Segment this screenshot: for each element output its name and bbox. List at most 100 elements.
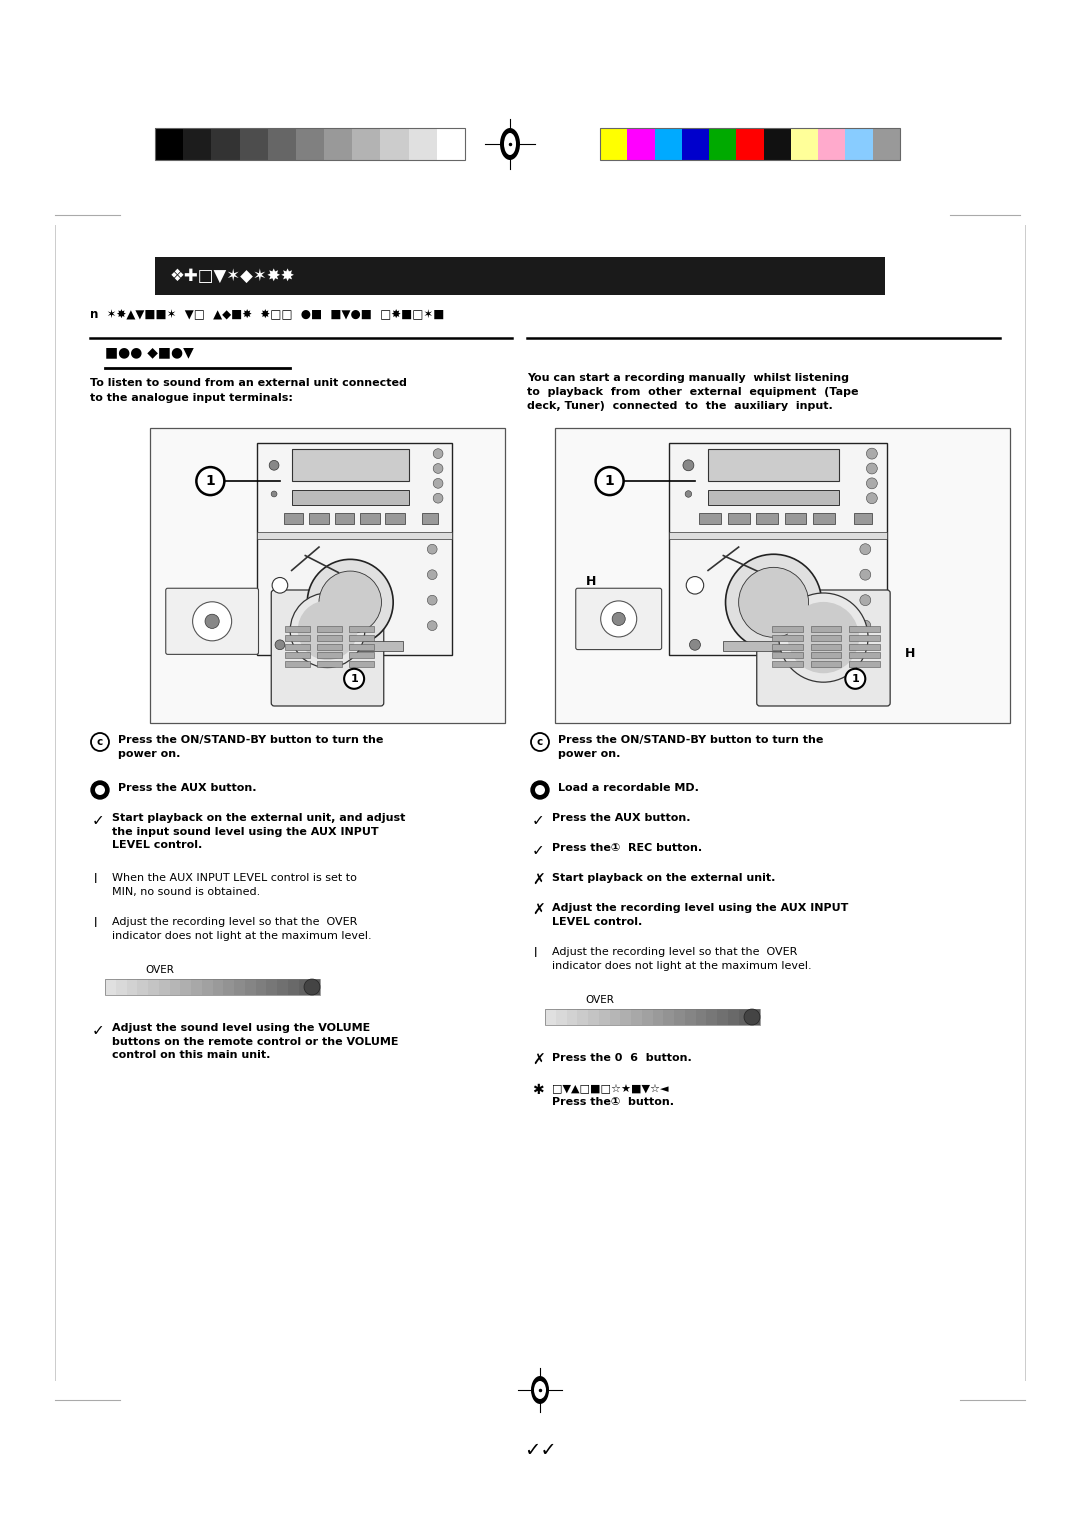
Circle shape (272, 578, 287, 593)
Circle shape (298, 601, 357, 660)
Bar (180, 979, 191, 994)
Bar (257, 442, 451, 656)
Circle shape (595, 467, 623, 496)
Circle shape (535, 785, 545, 795)
Bar (620, 1010, 631, 1025)
Bar (276, 979, 287, 994)
Bar (324, 128, 352, 160)
Bar (191, 979, 202, 994)
Bar (285, 653, 310, 659)
Text: OVER: OVER (145, 965, 174, 974)
Bar (285, 634, 310, 640)
Bar (600, 128, 900, 160)
Bar (685, 1010, 696, 1025)
Text: Adjust the recording level using the AUX INPUT
LEVEL control.: Adjust the recording level using the AUX… (552, 903, 849, 927)
Circle shape (433, 479, 443, 488)
Text: OVER: OVER (585, 994, 613, 1005)
Bar (380, 128, 408, 160)
Bar (156, 128, 465, 160)
Bar (105, 979, 320, 994)
Circle shape (428, 595, 437, 605)
Circle shape (319, 570, 381, 633)
Text: 1: 1 (851, 674, 860, 683)
Text: c: c (537, 737, 543, 747)
Circle shape (428, 621, 437, 630)
Ellipse shape (500, 128, 519, 160)
Circle shape (428, 570, 437, 580)
Text: Adjust the recording level so that the  OVER
indicator does not light at the max: Adjust the recording level so that the O… (552, 947, 812, 970)
Bar (296, 128, 324, 160)
Bar (285, 625, 310, 631)
Text: ❖✚□▼✶◆✶✸✸: ❖✚□▼✶◆✶✸✸ (170, 267, 296, 285)
Text: 1: 1 (205, 474, 215, 488)
Bar (819, 128, 846, 160)
Text: 1: 1 (350, 674, 357, 683)
Bar (811, 662, 841, 668)
Bar (545, 1010, 760, 1025)
Text: Press the①  REC button.: Press the① REC button. (552, 843, 702, 852)
Bar (728, 1010, 739, 1025)
Circle shape (860, 595, 870, 605)
Bar (811, 634, 841, 640)
Text: Press the ON/STAND-BY button to turn the
power on.: Press the ON/STAND-BY button to turn the… (118, 735, 383, 758)
Bar (728, 512, 750, 523)
Bar (150, 429, 505, 723)
Bar (654, 128, 681, 160)
Circle shape (91, 734, 109, 750)
Bar (352, 128, 380, 160)
Text: Adjust the sound level using the VOLUME
buttons on the remote control or the VOL: Adjust the sound level using the VOLUME … (112, 1023, 399, 1060)
Bar (764, 128, 791, 160)
Circle shape (866, 493, 877, 503)
Bar (631, 1010, 642, 1025)
Bar (724, 640, 833, 651)
Bar (349, 625, 375, 631)
Bar (708, 450, 839, 482)
Circle shape (531, 781, 549, 799)
Circle shape (192, 602, 231, 640)
Bar (284, 512, 303, 523)
Bar (349, 653, 375, 659)
Bar (717, 1010, 728, 1025)
Bar (700, 512, 721, 523)
Bar (849, 644, 879, 650)
Bar (335, 512, 354, 523)
Bar (772, 653, 804, 659)
Bar (285, 644, 310, 650)
Bar (846, 128, 873, 160)
Text: ✓: ✓ (532, 813, 544, 828)
Bar (316, 662, 342, 668)
Text: Press the AUX button.: Press the AUX button. (552, 813, 690, 824)
Text: To listen to sound from an external unit connected
to the analogue input termina: To listen to sound from an external unit… (90, 378, 407, 403)
Bar (849, 634, 879, 640)
Bar (772, 662, 804, 668)
FancyBboxPatch shape (576, 589, 662, 650)
Bar (784, 512, 807, 523)
Text: l: l (94, 872, 97, 886)
Circle shape (866, 464, 877, 474)
Bar (287, 979, 298, 994)
Text: ■●● ◆■●▼: ■●● ◆■●▼ (105, 345, 193, 358)
Text: Press the ON/STAND-BY button to turn the
power on.: Press the ON/STAND-BY button to turn the… (558, 735, 823, 758)
Circle shape (860, 569, 870, 580)
Bar (156, 258, 885, 294)
Bar (292, 490, 409, 505)
Bar (116, 979, 126, 994)
Circle shape (291, 593, 365, 668)
Bar (556, 1010, 567, 1025)
Bar (159, 979, 170, 994)
Bar (245, 979, 256, 994)
Bar (309, 979, 320, 994)
Text: ✱: ✱ (532, 1083, 543, 1096)
Circle shape (686, 576, 704, 595)
Text: When the AUX INPUT LEVEL control is set to
MIN, no sound is obtained.: When the AUX INPUT LEVEL control is set … (112, 872, 356, 897)
Bar (791, 128, 819, 160)
Bar (545, 1010, 556, 1025)
Bar (257, 532, 451, 538)
Text: ✗: ✗ (532, 872, 544, 888)
Bar (854, 512, 872, 523)
Bar (577, 1010, 588, 1025)
Bar (316, 653, 342, 659)
Bar (240, 128, 268, 160)
Bar (202, 979, 213, 994)
Circle shape (95, 785, 105, 795)
